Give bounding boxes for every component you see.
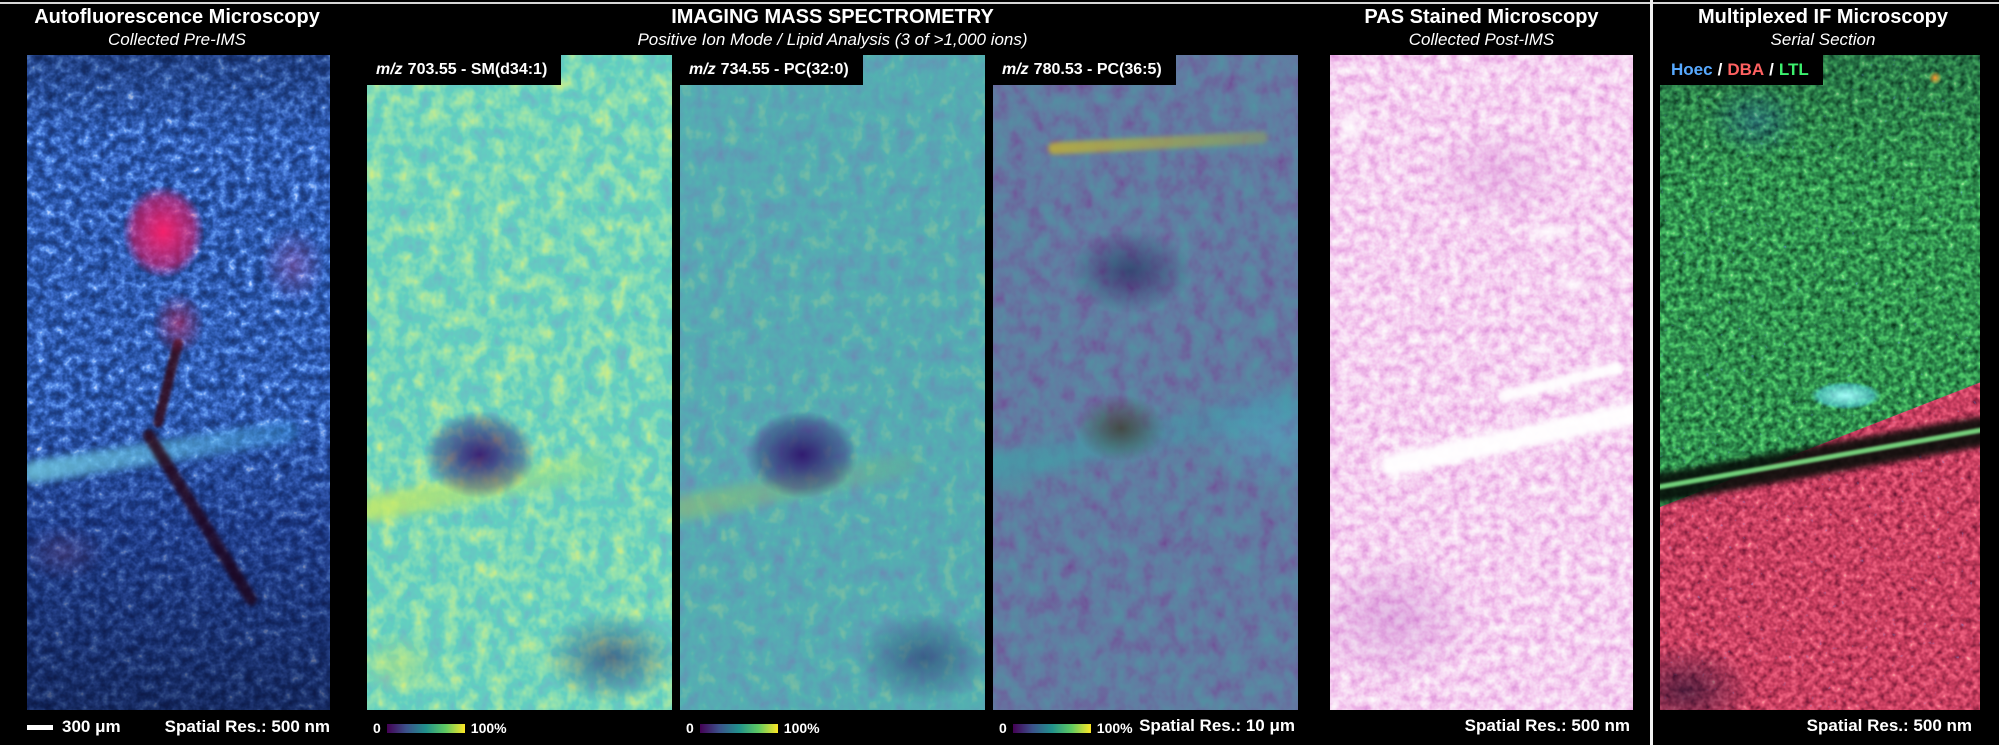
ims-header: IMAGING MASS SPECTROMETRY Positive Ion M… bbox=[367, 5, 1298, 50]
af-spatial-res: Spatial Res.: 500 nm bbox=[164, 717, 330, 736]
ion-name: 703.55 - SM(d34:1) bbox=[407, 61, 548, 78]
ims-spatial-res: Spatial Res.: 10 μm bbox=[1139, 716, 1295, 735]
mz-label-pc-32-0: m/z 734.55 - PC(32:0) bbox=[680, 55, 863, 85]
af-footer: 300 μm Spatial Res.: 500 nm bbox=[27, 714, 330, 740]
af-header: Autofluorescence Microscopy Collected Pr… bbox=[22, 5, 332, 50]
ims3-intensity-colorbar: 0 100% bbox=[999, 717, 1133, 739]
mz-label-sm-d34-1: m/z 703.55 - SM(d34:1) bbox=[367, 55, 562, 85]
colorbar-max: 100% bbox=[1096, 720, 1133, 736]
legend-dba: DBA bbox=[1727, 60, 1765, 79]
mz-prefix: m/z bbox=[1002, 61, 1029, 78]
ims1-intensity-colorbar: 0 100% bbox=[373, 717, 507, 739]
viridis-gradient bbox=[699, 723, 778, 733]
colorbar-min: 0 bbox=[686, 720, 694, 736]
scale-bar bbox=[27, 724, 53, 730]
af-microscopy-image bbox=[27, 55, 330, 710]
ion-name: 734.55 - PC(32:0) bbox=[720, 61, 849, 78]
colorbar-min: 0 bbox=[373, 720, 381, 736]
mxif-title: Multiplexed IF Microscopy bbox=[1697, 6, 1949, 28]
section-divider-line bbox=[1650, 0, 1653, 745]
legend-separator: / bbox=[1717, 60, 1723, 79]
pas-spatial-res: Spatial Res.: 500 nm bbox=[1464, 716, 1630, 735]
mxif-spatial-res: Spatial Res.: 500 nm bbox=[1806, 716, 1972, 735]
ims-title: IMAGING MASS SPECTROMETRY bbox=[671, 6, 994, 28]
mz-label-pc-36-5: m/z 780.53 - PC(36:5) bbox=[993, 55, 1176, 85]
ims-ion-image-pc-32-0: m/z 734.55 - PC(32:0) bbox=[680, 55, 985, 710]
pas-title: PAS Stained Microscopy bbox=[1364, 6, 1599, 28]
ion-name: 780.53 - PC(36:5) bbox=[1033, 61, 1162, 78]
scale-bar-label: 300 μm bbox=[62, 717, 121, 736]
mxif-subtitle: Serial Section bbox=[1770, 30, 1876, 49]
colorbar-min: 0 bbox=[999, 720, 1007, 736]
pas-subtitle: Collected Post-IMS bbox=[1408, 30, 1555, 49]
legend-separator: / bbox=[1769, 60, 1774, 79]
ims-ion-image-sm-d34-1: m/z 703.55 - SM(d34:1) bbox=[367, 55, 672, 710]
ims2-intensity-colorbar: 0 100% bbox=[686, 717, 820, 739]
top-border-line bbox=[0, 2, 1999, 4]
viridis-gradient bbox=[1012, 723, 1091, 733]
mxif-microscopy-image: Hoec / DBA / LTL bbox=[1660, 55, 1980, 710]
colorbar-max: 100% bbox=[783, 720, 820, 736]
legend-hoechst: Hoec bbox=[1671, 60, 1713, 79]
ims-ion-image-pc-36-5: m/z 780.53 - PC(36:5) bbox=[993, 55, 1298, 710]
pas-header: PAS Stained Microscopy Collected Post-IM… bbox=[1328, 5, 1635, 50]
ims-subtitle: Positive Ion Mode / Lipid Analysis (3 of… bbox=[637, 30, 1028, 49]
legend-ltl: LTL bbox=[1778, 60, 1809, 79]
mz-prefix: m/z bbox=[689, 61, 716, 78]
if-channel-legend: Hoec / DBA / LTL bbox=[1660, 55, 1823, 85]
colorbar-max: 100% bbox=[470, 720, 507, 736]
viridis-gradient bbox=[386, 723, 465, 733]
af-subtitle: Collected Pre-IMS bbox=[108, 30, 246, 49]
mxif-hoechst-nuclei-dots bbox=[1660, 55, 1980, 710]
pas-microscopy-image bbox=[1330, 55, 1633, 710]
mxif-header: Multiplexed IF Microscopy Serial Section bbox=[1656, 5, 1990, 50]
mz-prefix: m/z bbox=[376, 61, 403, 78]
af-title: Autofluorescence Microscopy bbox=[34, 6, 320, 28]
